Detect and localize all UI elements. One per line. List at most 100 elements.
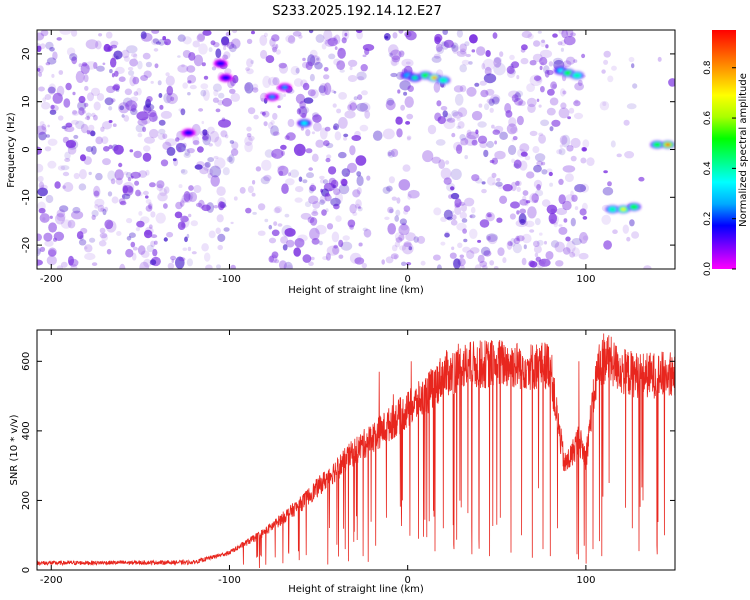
heatmap-noise-cell	[579, 208, 587, 216]
heatmap-ylabel: Frequency (Hz)	[6, 112, 17, 188]
heatmap-noise-cell	[603, 240, 612, 250]
heatmap-noise-cell	[152, 248, 158, 257]
heatmap-noise-cell	[310, 89, 319, 99]
heatmap-noise-cell	[570, 155, 577, 162]
heatmap-noise-cell	[450, 219, 458, 226]
heatmap-noise-cell	[519, 199, 529, 206]
heatmap-noise-cell	[248, 135, 255, 141]
heatmap-noise-cell	[492, 32, 498, 39]
heatmap-noise-cell	[496, 178, 501, 182]
heatmap-noise-cell	[57, 165, 66, 171]
heatmap-noise-cell	[73, 172, 80, 180]
heatmap-noise-cell	[460, 264, 465, 269]
heatmap-noise-cell	[143, 145, 151, 152]
snr-panel: -200 -100 0 100 0 200 400 600 Height of straigh…	[9, 329, 676, 595]
heatmap-noise-cell	[278, 63, 289, 74]
heatmap-noise-cell	[48, 86, 56, 95]
heatmap-noise-cell	[93, 114, 98, 121]
heatmap-noise-cell	[180, 169, 188, 175]
heatmap-noise-cell	[62, 171, 70, 177]
heatmap-noise-cell	[326, 245, 339, 256]
heatmap-noise-cell	[479, 80, 487, 86]
heatmap-noise-cell	[460, 138, 469, 146]
heatmap-noise-cell	[226, 156, 233, 163]
heatmap-noise-cell	[356, 187, 362, 195]
heatmap-noise-cell	[45, 41, 54, 50]
heatmap-noise-cell	[486, 233, 498, 242]
heatmap-noise-cell	[326, 223, 334, 230]
heatmap-noise-cell	[271, 34, 280, 42]
heatmap-noise-cell	[71, 110, 79, 116]
heatmap-noise-cell	[37, 201, 46, 211]
heatmap-noise-cell	[506, 123, 518, 135]
heatmap-noise-cell	[452, 111, 463, 119]
heatmap-noise-cell	[37, 248, 42, 254]
heatmap-noise-cell	[440, 216, 447, 222]
heatmap-noise-cell	[560, 47, 565, 52]
heatmap-noise-cell	[41, 123, 47, 131]
heatmap-noise-cell	[244, 141, 253, 153]
heatmap-noise-cell	[390, 49, 402, 61]
heatmap-noise-cell	[62, 185, 66, 189]
heatmap-noise-cell	[574, 206, 579, 211]
heatmap-noise-cell	[65, 122, 73, 128]
heatmap-noise-cell	[578, 252, 589, 260]
heatmap-noise-cell	[308, 186, 314, 194]
heatmap-noise-cell	[125, 248, 134, 258]
heatmap-noise-cell	[66, 47, 76, 56]
heatmap-noise-cell	[541, 169, 548, 175]
heatmap-noise-cell	[394, 241, 401, 248]
heatmap-noise-cell	[607, 75, 614, 83]
heatmap-noise-cell	[319, 83, 328, 96]
heatmap-noise-cell	[318, 240, 323, 246]
heatmap-noise-cell	[550, 240, 560, 248]
heatmap-noise-cell	[79, 235, 84, 241]
heatmap-noise-cell	[638, 176, 645, 182]
heatmap-noise-cell	[482, 264, 488, 269]
heatmap-peak	[223, 76, 229, 80]
snr-xtick-label: -100	[218, 575, 241, 586]
heatmap-noise-cell	[177, 64, 189, 73]
heatmap-noise-cell	[459, 48, 467, 55]
heatmap-noise-cell	[483, 149, 489, 158]
heatmap-noise-cell	[114, 169, 124, 181]
heatmap-noise-cell	[192, 40, 200, 48]
heatmap-noise-cell	[163, 203, 168, 209]
heatmap-noise-cell	[394, 215, 400, 222]
heatmap-noise-cell	[47, 86, 56, 94]
heatmap-noise-cell	[515, 90, 524, 98]
heatmap-noise-cell	[357, 206, 363, 212]
heatmap-xlabel: Height of straight line (km)	[288, 285, 424, 296]
heatmap-noise-cell	[253, 114, 259, 120]
heatmap-noise-cell	[520, 151, 528, 157]
heatmap-noise-cell	[566, 30, 574, 38]
heatmap-noise-cell	[80, 227, 88, 234]
heatmap-noise-cell	[356, 102, 368, 112]
heatmap-noise-cell	[308, 261, 314, 267]
heatmap-noise-cell	[553, 57, 563, 65]
heatmap-noise-cell	[417, 235, 426, 244]
heatmap-noise-cell	[522, 190, 529, 196]
heatmap-noise-cell	[85, 61, 98, 70]
heatmap-noise-cell	[456, 125, 461, 130]
heatmap-noise-cell	[515, 235, 520, 241]
heatmap-noise-cell	[560, 88, 566, 97]
heatmap-noise-cell	[352, 189, 361, 198]
heatmap-noise-cell	[64, 125, 75, 133]
heatmap-noise-cell	[461, 59, 470, 66]
heatmap-noise-cell	[110, 40, 119, 47]
heatmap-noise-cell	[316, 57, 320, 61]
heatmap-noise-cell	[486, 140, 495, 149]
colorbar-tick-label: 0.8	[703, 60, 713, 75]
heatmap-noise-cell	[565, 56, 576, 65]
heatmap-noise-cell	[529, 261, 538, 268]
heatmap-noise-cell	[390, 72, 398, 78]
heatmap-noise-cell	[260, 97, 264, 102]
heatmap-noise-cell	[539, 232, 543, 236]
heatmap-noise-cell	[464, 41, 470, 47]
heatmap-noise-cell	[513, 159, 522, 169]
heatmap-noise-cell	[556, 149, 563, 155]
heatmap-noise-cell	[582, 139, 590, 149]
heatmap-noise-cell	[215, 48, 222, 58]
heatmap-noise-cell	[72, 109, 78, 115]
